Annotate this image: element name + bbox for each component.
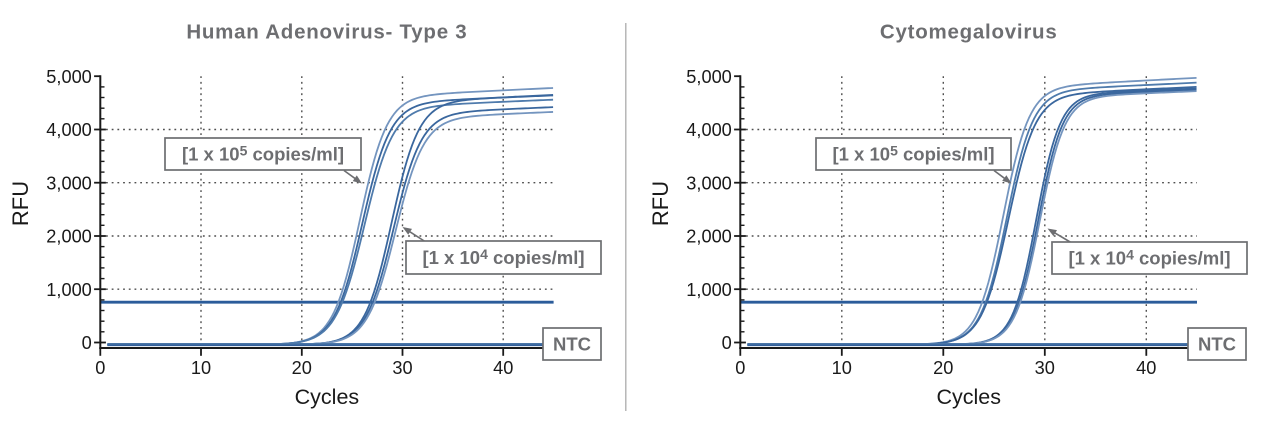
svg-text:Cycles: Cycles [295, 385, 360, 409]
svg-text:2,000: 2,000 [686, 227, 732, 247]
svg-text:3,000: 3,000 [686, 173, 732, 193]
svg-text:Cytomegalovirus: Cytomegalovirus [880, 21, 1058, 44]
svg-text:[1 x 104 copies/ml]: [1 x 104 copies/ml] [1068, 247, 1230, 269]
svg-text:RFU: RFU [648, 181, 673, 226]
svg-text:NTC: NTC [553, 334, 591, 355]
svg-text:2,000: 2,000 [46, 227, 92, 247]
svg-text:20: 20 [933, 358, 953, 378]
svg-text:[1 x 105 copies/ml]: [1 x 105 copies/ml] [832, 143, 994, 165]
svg-text:NTC: NTC [1198, 334, 1236, 355]
svg-text:Cycles: Cycles [936, 385, 1001, 409]
svg-text:30: 30 [392, 358, 412, 378]
svg-text:1,000: 1,000 [686, 280, 732, 300]
svg-text:10: 10 [191, 358, 211, 378]
svg-text:0: 0 [722, 333, 732, 353]
svg-text:RFU: RFU [8, 181, 33, 226]
svg-text:0: 0 [95, 358, 105, 378]
svg-text:10: 10 [832, 358, 852, 378]
svg-text:40: 40 [1136, 358, 1156, 378]
svg-text:4,000: 4,000 [686, 120, 732, 140]
svg-text:5,000: 5,000 [686, 67, 732, 87]
svg-text:20: 20 [292, 358, 312, 378]
svg-text:Human Adenovirus- Type 3: Human Adenovirus- Type 3 [186, 21, 467, 44]
svg-text:30: 30 [1035, 358, 1055, 378]
svg-text:1,000: 1,000 [46, 280, 92, 300]
svg-text:3,000: 3,000 [46, 173, 92, 193]
svg-text:0: 0 [735, 358, 745, 378]
svg-text:[1 x 105 copies/ml]: [1 x 105 copies/ml] [182, 143, 344, 165]
svg-text:0: 0 [82, 333, 92, 353]
svg-text:[1 x 104 copies/ml]: [1 x 104 copies/ml] [422, 246, 584, 268]
svg-text:5,000: 5,000 [46, 67, 92, 87]
svg-text:40: 40 [493, 358, 513, 378]
svg-text:4,000: 4,000 [46, 120, 92, 140]
